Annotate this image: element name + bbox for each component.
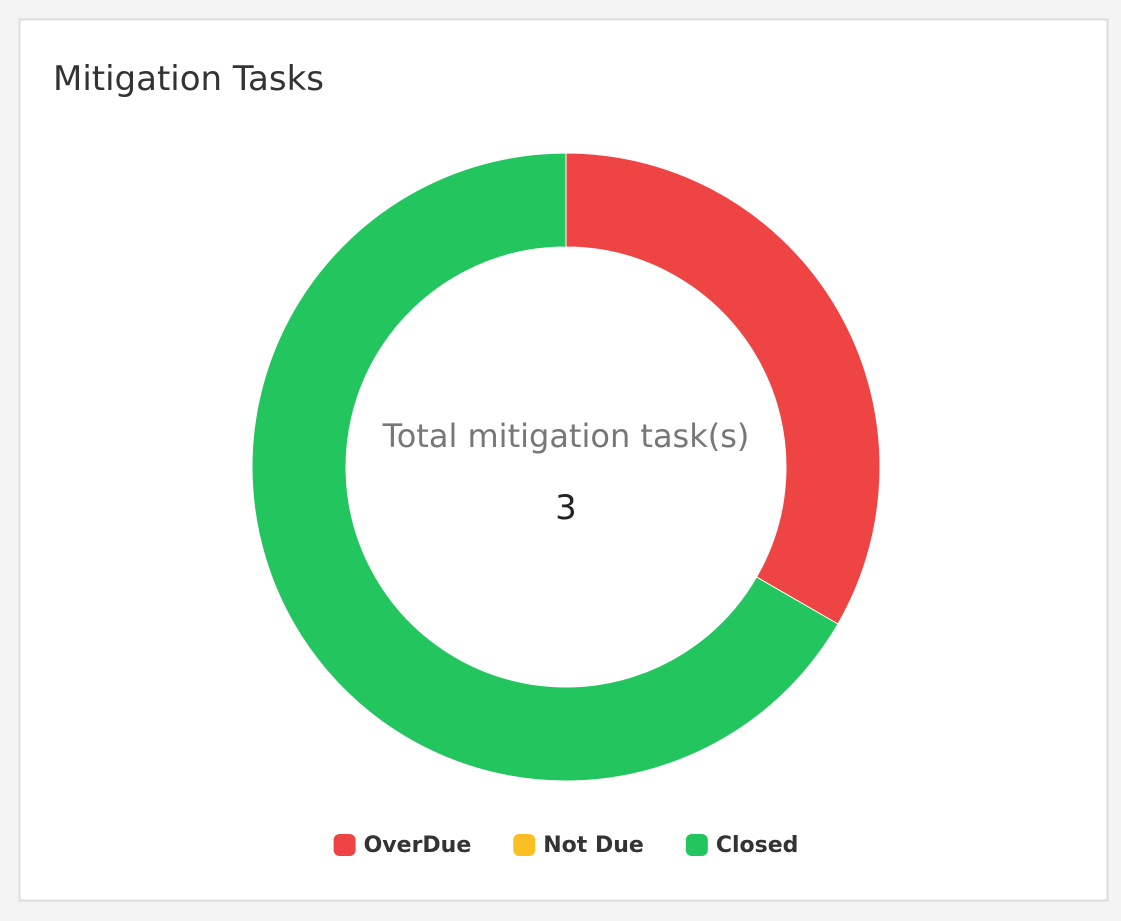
legend-label: OverDue xyxy=(364,833,472,858)
card-title: Mitigation Tasks xyxy=(53,59,324,99)
legend-swatch xyxy=(333,834,356,856)
legend-label: Closed xyxy=(716,833,799,858)
legend: OverDue Not Due Closed xyxy=(333,833,799,858)
center-label: Total mitigation task(s) xyxy=(382,417,750,455)
legend-swatch xyxy=(685,834,708,856)
legend-swatch xyxy=(513,834,536,856)
center-value: 3 xyxy=(555,488,577,528)
donut-slice xyxy=(565,152,881,625)
donut-slice xyxy=(251,152,839,782)
legend-label: Not Due xyxy=(543,833,644,858)
